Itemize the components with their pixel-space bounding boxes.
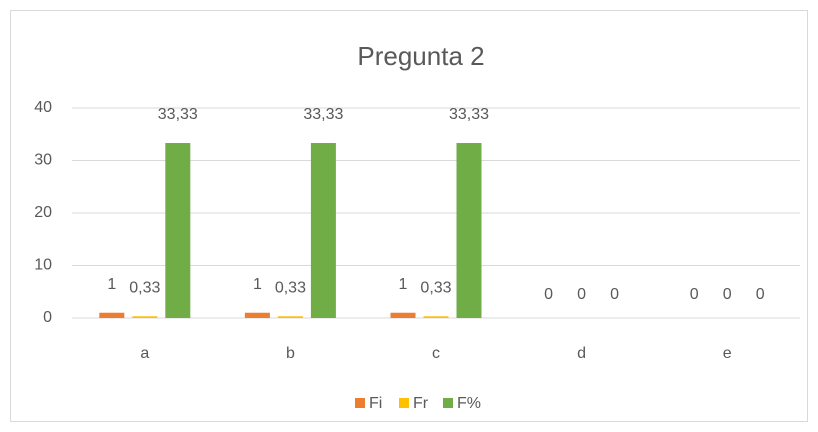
legend-swatch xyxy=(443,398,453,408)
bar xyxy=(244,312,270,318)
bar xyxy=(277,316,303,318)
bar xyxy=(310,143,336,318)
x-tick-label: d xyxy=(577,345,586,362)
bar xyxy=(423,316,449,318)
data-label: 0 xyxy=(610,286,619,303)
y-tick-label: 10 xyxy=(34,257,52,274)
bar xyxy=(165,143,191,318)
legend-label: Fi xyxy=(369,395,382,412)
data-label: 1 xyxy=(399,276,408,293)
y-tick-label: 0 xyxy=(43,309,52,326)
data-label: 33,33 xyxy=(449,106,489,123)
data-label: 0 xyxy=(723,286,732,303)
data-label: 1 xyxy=(107,276,116,293)
legend-swatch xyxy=(355,398,365,408)
data-label: 1 xyxy=(253,276,262,293)
data-label: 0,33 xyxy=(420,279,451,296)
data-label: 0,33 xyxy=(275,279,306,296)
data-label: 0 xyxy=(756,286,765,303)
bar xyxy=(456,143,482,318)
data-label: 0,33 xyxy=(129,279,160,296)
x-tick-label: c xyxy=(432,345,440,362)
chart-border xyxy=(10,10,808,422)
bar xyxy=(390,312,416,318)
legend-swatch xyxy=(399,398,409,408)
y-tick-label: 40 xyxy=(34,99,52,116)
data-label: 0 xyxy=(544,286,553,303)
data-label: 33,33 xyxy=(303,106,343,123)
legend-label: F% xyxy=(457,395,481,412)
bar xyxy=(132,316,158,318)
data-label: 0 xyxy=(690,286,699,303)
data-label: 33,33 xyxy=(158,106,198,123)
x-tick-label: e xyxy=(723,345,732,362)
bar xyxy=(99,312,125,318)
x-tick-label: b xyxy=(286,345,295,362)
x-tick-label: a xyxy=(140,345,149,362)
chart-title: Pregunta 2 xyxy=(357,41,484,71)
y-tick-label: 20 xyxy=(34,204,52,221)
legend-label: Fr xyxy=(413,395,429,412)
data-label: 0 xyxy=(577,286,586,303)
y-tick-label: 30 xyxy=(34,152,52,169)
